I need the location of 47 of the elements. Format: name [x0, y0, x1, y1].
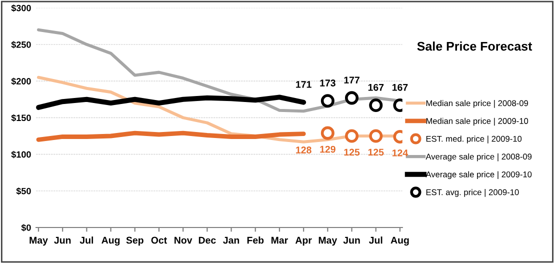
x-tick-label: Jun: [54, 236, 71, 244]
data-label: 129: [320, 146, 336, 153]
x-tick-label: May: [30, 236, 48, 246]
x-tick-label: Aug: [390, 236, 409, 246]
legend-label: EST. avg. price | 2009-10: [426, 189, 519, 197]
legend-label: Median sale price | 2009-10: [426, 118, 528, 126]
x-tick-label: Jul: [368, 236, 382, 244]
y-tick-label: $0: [21, 224, 31, 232]
y-tick-label: $50: [16, 187, 31, 195]
legend-label: Average sale price | 2008-09: [426, 153, 532, 162]
y-tick-label: $100: [11, 150, 31, 158]
y-tick-label: $300: [11, 4, 31, 12]
x-tick-label: May: [318, 236, 338, 246]
x-tick-label: Oct: [151, 236, 167, 244]
y-tick-label: $150: [11, 114, 31, 122]
x-tick-label: Sep: [126, 236, 144, 246]
legend-label: EST. med. price | 2009-10: [426, 136, 522, 144]
data-label: 177: [344, 76, 360, 84]
point: [369, 129, 383, 143]
data-label: 167: [392, 84, 408, 91]
x-tick-label: Jan: [223, 236, 240, 244]
x-tick-label: Nov: [174, 236, 192, 244]
data-label: 128: [296, 146, 312, 154]
y-tick-label: $200: [11, 78, 31, 86]
x-tick-label: Aug: [102, 236, 120, 246]
x-tick-label: Dec: [198, 236, 216, 244]
line-series: [36, 130, 306, 142]
data-label: 125: [344, 148, 360, 156]
text: Sale Price Forecast: [417, 42, 532, 51]
x-tick-label: Jul: [80, 236, 94, 244]
x-tick-label: Feb: [247, 236, 264, 244]
point: [345, 91, 359, 105]
point: [369, 98, 383, 112]
data-label: 173: [320, 80, 336, 86]
x-tick-label: Jun: [343, 236, 360, 244]
legend-label: Median sale price | 2008-09: [426, 100, 528, 108]
point: [320, 126, 334, 140]
data-label: 124: [392, 149, 408, 156]
legend-label: Average sale price | 2009-10: [426, 171, 532, 180]
x-tick-label: Mar: [271, 236, 288, 244]
x-tick-label: Apr: [295, 236, 312, 246]
point: [345, 129, 359, 143]
y-tick-label: $250: [11, 41, 31, 48]
data-label: 171: [296, 81, 312, 88]
data-label: 125: [368, 148, 384, 156]
data-label: 167: [368, 84, 384, 91]
point: [320, 94, 334, 108]
